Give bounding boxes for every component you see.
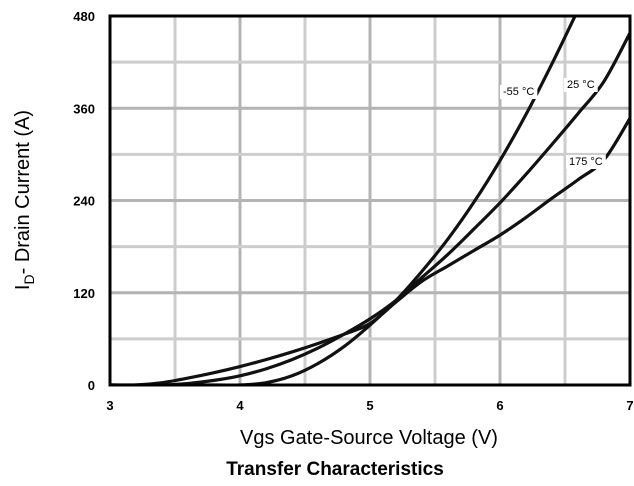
x-axis-title: Vgs Gate-Source Voltage (V) [240,427,498,449]
y-axis-title-subscript: D [21,274,37,284]
x-tick-label: 7 [626,398,633,413]
series-line-2 [110,116,630,385]
curve-label-backgrounds [500,78,606,169]
y-axis-title-main: I [12,285,34,291]
x-tick-label: 3 [106,398,113,413]
x-tick-label: 6 [496,398,503,413]
curve-labels: -55 °C 25 °C 175 °C [503,79,603,168]
y-tick-label: 240 [73,194,95,209]
x-tick-label: 5 [366,398,373,413]
chart-title: Transfer Characteristics [226,459,444,480]
plot-frame [108,14,632,387]
series-line-1 [110,31,630,385]
y-tick-label: 0 [88,378,95,393]
y-tick-labels: 0 120 240 360 480 [73,9,95,393]
series-line-0 [110,16,577,385]
x-tick-labels: 3 4 5 6 7 [106,398,633,413]
curve-label-bg [566,155,606,169]
curve-label-175: 175 °C [569,156,603,168]
y-tick-label: 360 [73,101,95,116]
curve-label-bg [564,78,598,92]
grid-lines [108,14,632,387]
curve-label-minus55: -55 °C [503,86,534,98]
curve-label-bg [500,85,538,99]
y-tick-label: 480 [73,9,95,24]
y-tick-label: 120 [73,286,95,301]
curve-label-25: 25 °C [567,79,595,91]
y-axis-title: ID- Drain Current (A) [12,110,37,290]
y-axis-title-rest: - Drain Current (A) [12,110,34,274]
x-tick-label: 4 [236,398,244,413]
